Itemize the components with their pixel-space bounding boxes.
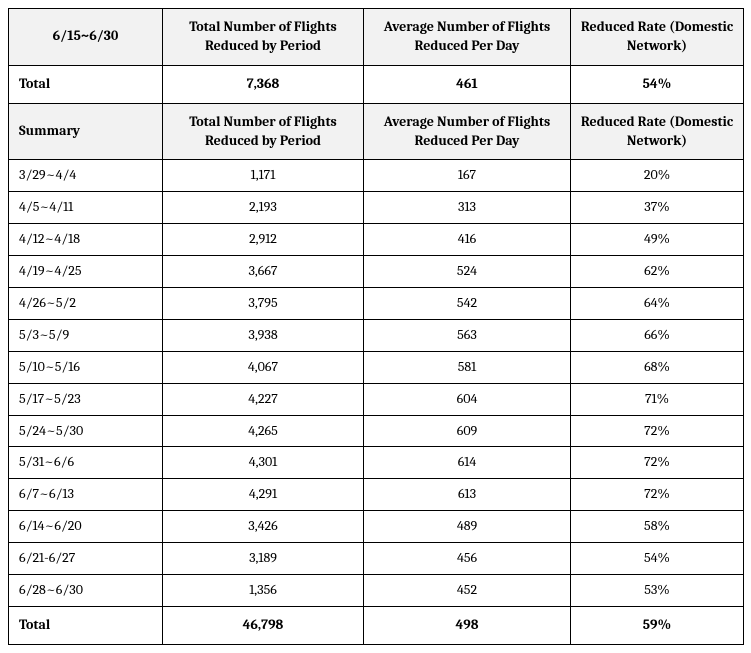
- top-col-rate-header: Reduced Rate (Domestic Network): [571, 9, 744, 66]
- reduced-rate-cell: 20%: [571, 160, 744, 192]
- total-flights-cell: 3,795: [163, 288, 364, 320]
- table-row: 4/19~4/253,66752462%: [9, 256, 744, 288]
- period-cell: 6/28~6/30: [9, 575, 163, 607]
- summary-label-header: Summary: [9, 103, 163, 160]
- avg-flights-cell: 452: [364, 575, 571, 607]
- top-header-row: 6/15~6/30 Total Number of Flights Reduce…: [9, 9, 744, 66]
- total-flights-cell: 4,265: [163, 415, 364, 447]
- bottom-total-rate: 59%: [571, 606, 744, 644]
- total-flights-cell: 2,193: [163, 192, 364, 224]
- avg-flights-cell: 167: [364, 160, 571, 192]
- period-cell: 4/12~4/18: [9, 224, 163, 256]
- table-row: 5/24~5/304,26560972%: [9, 415, 744, 447]
- reduced-rate-cell: 66%: [571, 319, 744, 351]
- table-row: 3/29~4/41,17116720%: [9, 160, 744, 192]
- total-flights-cell: 3,189: [163, 543, 364, 575]
- period-cell: 5/17~5/23: [9, 383, 163, 415]
- reduced-rate-cell: 62%: [571, 256, 744, 288]
- total-flights-cell: 2,912: [163, 224, 364, 256]
- summary-col-avg-header: Average Number of Flights Reduced Per Da…: [364, 103, 571, 160]
- total-flights-cell: 4,227: [163, 383, 364, 415]
- top-period-header: 6/15~6/30: [9, 9, 163, 66]
- period-cell: 5/3~5/9: [9, 319, 163, 351]
- period-cell: 3/29~4/4: [9, 160, 163, 192]
- period-cell: 6/21-6/27: [9, 543, 163, 575]
- avg-flights-cell: 563: [364, 319, 571, 351]
- avg-flights-cell: 524: [364, 256, 571, 288]
- avg-flights-cell: 581: [364, 351, 571, 383]
- period-cell: 5/24~5/30: [9, 415, 163, 447]
- reduced-rate-cell: 72%: [571, 479, 744, 511]
- reduced-rate-cell: 71%: [571, 383, 744, 415]
- reduced-rate-cell: 58%: [571, 511, 744, 543]
- total-flights-cell: 3,426: [163, 511, 364, 543]
- total-flights-cell: 1,171: [163, 160, 364, 192]
- reduced-rate-cell: 37%: [571, 192, 744, 224]
- summary-col-total-header: Total Number of Flights Reduced by Perio…: [163, 103, 364, 160]
- table-row: 6/14~6/203,42648958%: [9, 511, 744, 543]
- table-row: 4/26~5/23,79554264%: [9, 288, 744, 320]
- period-cell: 4/5~4/11: [9, 192, 163, 224]
- flights-reduction-table: 6/15~6/30 Total Number of Flights Reduce…: [8, 8, 744, 645]
- table-row: 6/7~6/134,29161372%: [9, 479, 744, 511]
- total-flights-cell: 1,356: [163, 575, 364, 607]
- top-col-avg-header: Average Number of Flights Reduced Per Da…: [364, 9, 571, 66]
- period-cell: 4/26~5/2: [9, 288, 163, 320]
- avg-flights-cell: 416: [364, 224, 571, 256]
- total-flights-cell: 4,301: [163, 447, 364, 479]
- table-row: 6/21-6/273,18945654%: [9, 543, 744, 575]
- top-col-total-header: Total Number of Flights Reduced by Perio…: [163, 9, 364, 66]
- table-row: 4/12~4/182,91241649%: [9, 224, 744, 256]
- reduced-rate-cell: 54%: [571, 543, 744, 575]
- top-total-label: Total: [9, 65, 163, 103]
- table-row: 5/17~5/234,22760471%: [9, 383, 744, 415]
- top-total-rate: 54%: [571, 65, 744, 103]
- table-row: 5/3~5/93,93856366%: [9, 319, 744, 351]
- avg-flights-cell: 609: [364, 415, 571, 447]
- total-flights-cell: 3,938: [163, 319, 364, 351]
- data-rows-body: 3/29~4/41,17116720%4/5~4/112,19331337%4/…: [9, 160, 744, 606]
- top-total-row: Total 7,368 461 54%: [9, 65, 744, 103]
- reduced-rate-cell: 72%: [571, 415, 744, 447]
- reduced-rate-cell: 72%: [571, 447, 744, 479]
- bottom-total-label: Total: [9, 606, 163, 644]
- period-cell: 6/7~6/13: [9, 479, 163, 511]
- avg-flights-cell: 604: [364, 383, 571, 415]
- avg-flights-cell: 542: [364, 288, 571, 320]
- avg-flights-cell: 614: [364, 447, 571, 479]
- avg-flights-cell: 313: [364, 192, 571, 224]
- period-cell: 6/14~6/20: [9, 511, 163, 543]
- reduced-rate-cell: 64%: [571, 288, 744, 320]
- bottom-total-row: Total 46,798 498 59%: [9, 606, 744, 644]
- top-total-avg: 461: [364, 65, 571, 103]
- avg-flights-cell: 613: [364, 479, 571, 511]
- summary-col-rate-header: Reduced Rate (Domestic Network): [571, 103, 744, 160]
- period-cell: 4/19~4/25: [9, 256, 163, 288]
- table-row: 5/31~6/64,30161472%: [9, 447, 744, 479]
- avg-flights-cell: 456: [364, 543, 571, 575]
- top-total-flights: 7,368: [163, 65, 364, 103]
- bottom-total-avg: 498: [364, 606, 571, 644]
- summary-header-row: Summary Total Number of Flights Reduced …: [9, 103, 744, 160]
- bottom-total-flights: 46,798: [163, 606, 364, 644]
- table-row: 6/28~6/301,35645253%: [9, 575, 744, 607]
- total-flights-cell: 4,067: [163, 351, 364, 383]
- period-cell: 5/31~6/6: [9, 447, 163, 479]
- reduced-rate-cell: 53%: [571, 575, 744, 607]
- total-flights-cell: 3,667: [163, 256, 364, 288]
- reduced-rate-cell: 68%: [571, 351, 744, 383]
- period-cell: 5/10~5/16: [9, 351, 163, 383]
- total-flights-cell: 4,291: [163, 479, 364, 511]
- table-row: 5/10~5/164,06758168%: [9, 351, 744, 383]
- avg-flights-cell: 489: [364, 511, 571, 543]
- table-row: 4/5~4/112,19331337%: [9, 192, 744, 224]
- reduced-rate-cell: 49%: [571, 224, 744, 256]
